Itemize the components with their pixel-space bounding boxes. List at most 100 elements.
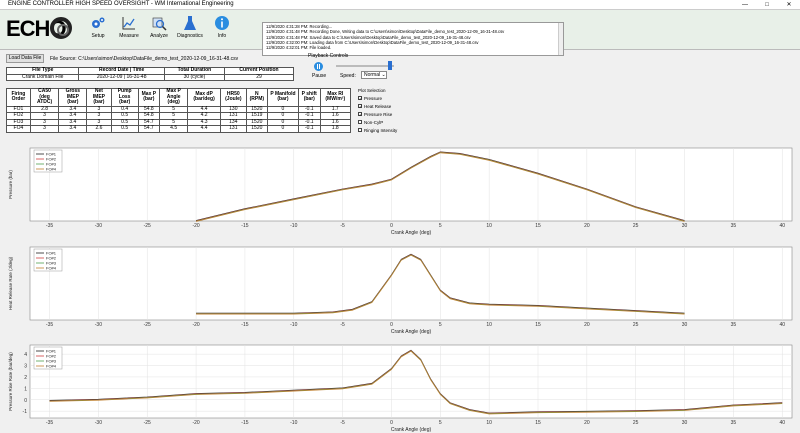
maximize-icon[interactable]: □ xyxy=(765,2,769,8)
diagnostics-button[interactable]: Diagnostics xyxy=(176,13,204,47)
x-tick-label: 10 xyxy=(486,223,492,229)
x-tick-label: 30 xyxy=(682,322,688,328)
x-tick-label: -25 xyxy=(144,223,151,229)
chart-legend: FO#1FO#2FO#3FO#4 xyxy=(33,248,63,272)
table-header-row: Firing Order CA50 (deg ATDC) Gross IMEP (b… xyxy=(6,88,351,107)
measure-label: Measure xyxy=(119,33,139,39)
table-cell: 1519 xyxy=(245,112,268,120)
table-row: FO1 2.8 3.4 3 0.4 54.8 5 4.4 130 1520 0 -0.1 1.7 xyxy=(6,105,351,113)
x-tick-label: -10 xyxy=(290,322,297,328)
x-tick-label: 25 xyxy=(633,322,639,328)
setup-label: Setup xyxy=(91,33,105,39)
gear-icon xyxy=(92,17,105,28)
table-cell: 1520 xyxy=(245,118,268,126)
load-data-file-button[interactable]: Load Data File xyxy=(6,54,44,63)
legend-entry: FO#4 xyxy=(46,364,57,369)
table-header: Firing Order xyxy=(6,88,31,107)
window-title: ENGINE CONTROLLER HIGH SPEED OVERSIGHT -… xyxy=(8,1,234,7)
table-cell: 1.8 xyxy=(319,125,351,133)
table-cell: FO2 xyxy=(6,112,31,120)
checkbox-label: Heat Release xyxy=(364,103,392,109)
x-tick-label: 0 xyxy=(390,223,393,229)
position-slider[interactable] xyxy=(336,65,394,67)
checkbox-box[interactable]: ✓ xyxy=(358,96,363,101)
checkbox-pressure[interactable]: ✓ Pressure xyxy=(358,95,382,101)
log-scrollbar[interactable] xyxy=(558,23,563,55)
table-cell: 5 xyxy=(158,112,189,120)
x-tick-label: -25 xyxy=(144,420,151,426)
table-cell: 0 xyxy=(266,112,300,120)
table-header: Max P (bar) xyxy=(137,88,160,107)
checkbox-heat-release[interactable]: ✓ Heat Release xyxy=(358,103,391,109)
table-row: FO2 3 3.4 3 0.5 54.8 5 4.2 131 1519 0 -0.1 1.6 xyxy=(6,112,351,120)
table-header: Gross IMEP (bar) xyxy=(58,88,88,107)
x-tick-label: 20 xyxy=(584,420,590,426)
magnifier-icon xyxy=(152,17,167,31)
checkbox-label: Pressure xyxy=(364,95,383,101)
x-tick-label: 0 xyxy=(390,420,393,426)
table-cell: 3 xyxy=(86,105,112,113)
checkbox-box[interactable]: ✓ xyxy=(358,112,363,117)
table-header: Net IMEP (bar) xyxy=(86,88,112,107)
file-info-table: File Type Record Date | Time Total Durat… xyxy=(5,67,295,81)
table-cell: 4.4 xyxy=(187,125,221,133)
table-cell: 1520 xyxy=(245,105,268,113)
checkbox-label: Ringing Intensity xyxy=(364,127,398,133)
diagnostics-label: Diagnostics xyxy=(177,33,203,39)
x-tick-label: -15 xyxy=(241,420,248,426)
playback-title: Playback Controls xyxy=(308,53,349,59)
table-header: Pump Loss (bar) xyxy=(110,88,139,107)
pause-label: Pause xyxy=(312,73,327,79)
plot-selection-panel: Plot Selection ✓ Pressure ✓ Heat Release ✓… xyxy=(356,88,402,138)
plot-area xyxy=(29,344,793,419)
series-line-4 xyxy=(195,152,685,222)
message-log[interactable]: 12/9/2020 4:31:28 PM: Recording... 12/9/… xyxy=(262,22,564,56)
main-toolbar: ECHO Setup Measure Analyze Diagnostics I… xyxy=(0,10,800,56)
x-tick-label: -30 xyxy=(95,322,102,328)
x-axis-label: Crank Angle (deg) xyxy=(391,230,432,236)
table-cell: 3.4 xyxy=(58,125,88,133)
setup-button[interactable]: Setup xyxy=(84,13,112,47)
x-tick-label: 30 xyxy=(682,420,688,426)
checkbox-pressure-rise[interactable]: ✓ Pressure Rise xyxy=(358,111,392,117)
legend-entry: FO#2 xyxy=(46,157,57,162)
pressure-rise-chart[interactable]: -35 -30 -25 -20 -15 -10 -5 0 5 10 15 20 25 30 35 40-101… xyxy=(0,340,800,433)
table-cell: Crank Domain File xyxy=(5,73,80,81)
analyze-button[interactable]: Analyze xyxy=(145,13,173,47)
close-icon[interactable]: ✕ xyxy=(786,2,792,8)
table-header: HR50 (Joule) xyxy=(219,88,247,107)
checkbox-label: Non-CylP xyxy=(364,119,384,125)
checkbox-ringing-intensity[interactable]: Ringing Intensity xyxy=(358,127,397,133)
checkbox-box[interactable]: ✓ xyxy=(358,104,363,109)
speed-select[interactable]: Normal ⌄ xyxy=(361,71,387,79)
x-tick-label: 35 xyxy=(731,223,737,229)
measure-button[interactable]: Measure xyxy=(115,13,143,47)
table-cell: 1520 xyxy=(245,125,268,133)
checkbox-box[interactable] xyxy=(358,128,362,132)
checkbox-non-cylp[interactable]: Non-CylP xyxy=(358,119,383,125)
table-cell: 1.6 xyxy=(319,118,351,126)
x-tick-label: 40 xyxy=(779,322,785,328)
heat-release-chart[interactable]: -35 -30 -25 -20 -15 -10 -5 0 5 10 15 20 25 30 35 40 Cran… xyxy=(0,242,800,335)
x-tick-label: 20 xyxy=(584,223,590,229)
plot-selection-title: Plot Selection xyxy=(358,88,386,93)
table-cell: 54.7 xyxy=(137,125,160,133)
x-tick-label: 30 xyxy=(682,223,688,229)
x-tick-label: -25 xyxy=(144,322,151,328)
log-line: 12/9/2020 4:31:28 PM: Recording... xyxy=(266,24,333,29)
plot-area xyxy=(29,246,793,321)
x-tick-label: 5 xyxy=(439,420,442,426)
info-button[interactable]: Info xyxy=(208,13,236,47)
table-cell: 0.5 xyxy=(110,125,139,133)
pause-button[interactable] xyxy=(314,62,323,71)
table-header: P shift (bar) xyxy=(298,88,321,107)
y-tick-label: -1 xyxy=(23,409,28,415)
checkbox-box[interactable] xyxy=(358,120,362,124)
x-tick-label: -5 xyxy=(340,322,345,328)
table-header: Total Duration xyxy=(163,67,225,75)
table-header: Record Date | Time xyxy=(78,67,165,75)
chart-icon xyxy=(122,17,135,30)
minimize-icon[interactable]: — xyxy=(742,2,748,8)
position-slider-thumb[interactable] xyxy=(388,61,392,70)
pressure-chart[interactable]: -35 -30 -25 -20 -15 -10 -5 0 5 10 15 20 25 30 35 40 Cran… xyxy=(0,143,800,236)
